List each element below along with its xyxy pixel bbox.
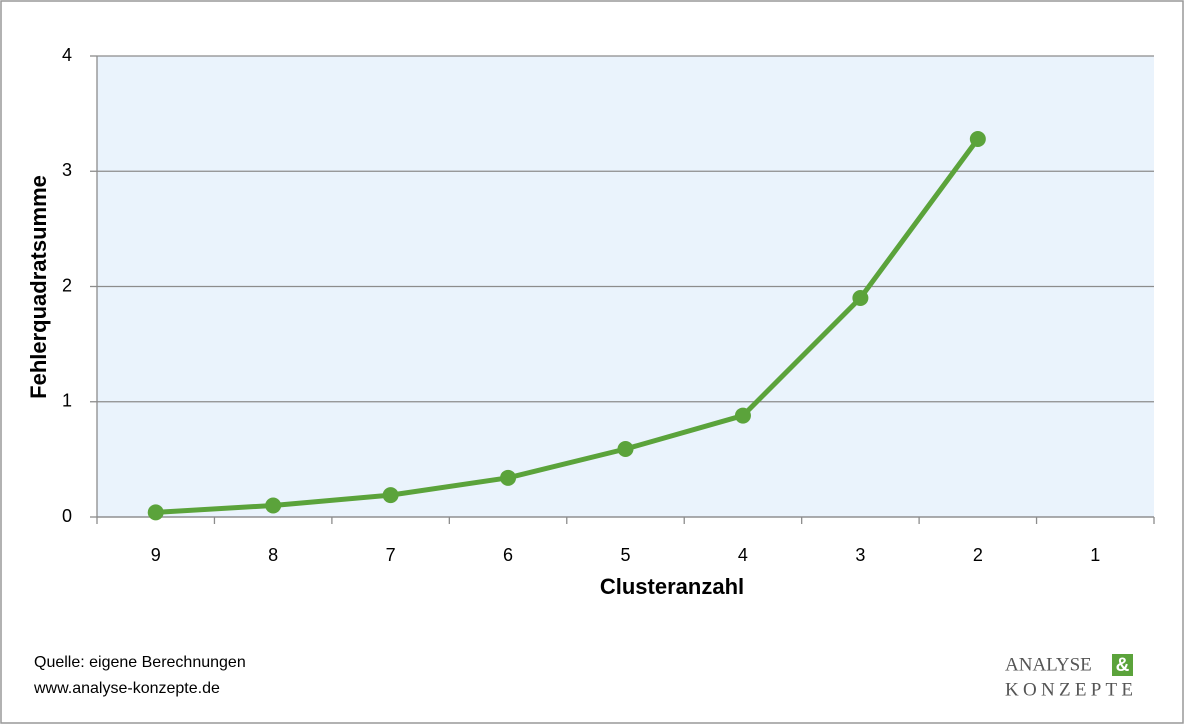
logo-text: ANALYSE [1005,654,1092,675]
logo-text: KONZEPTE [1005,679,1133,700]
x-axis-label: Clusteranzahl [600,574,744,599]
x-tick-label: 2 [973,545,983,565]
data-point [500,469,517,486]
x-tick-label: 9 [151,545,161,565]
logo-box [1112,654,1133,676]
x-tick-label: 5 [620,545,630,565]
logo-amp: & [1116,655,1130,676]
data-point [382,487,399,504]
data-point [734,407,751,424]
url-note: www.analyse-konzepte.de [33,680,220,697]
data-point [852,290,869,307]
source-note: Quelle: eigene Berechnungen [34,654,246,671]
data-point [265,497,282,514]
y-tick-label: 2 [62,275,72,295]
x-tick-label: 7 [386,545,396,565]
x-tick-label: 4 [738,545,748,565]
x-tick-label: 8 [268,545,278,565]
y-tick-label: 0 [62,506,72,526]
y-tick-label: 4 [62,45,72,65]
series-line [155,137,980,515]
y-tick-label: 3 [62,160,72,180]
data-point [969,130,986,147]
x-tick-label: 1 [1090,545,1100,565]
x-tick-label: 3 [855,545,865,565]
data-point [617,441,634,458]
data-point [147,504,164,521]
y-tick-label: 1 [62,391,72,411]
x-tick-label: 6 [503,545,513,565]
y-axis-label: Fehlerquadratsumme [26,175,51,399]
